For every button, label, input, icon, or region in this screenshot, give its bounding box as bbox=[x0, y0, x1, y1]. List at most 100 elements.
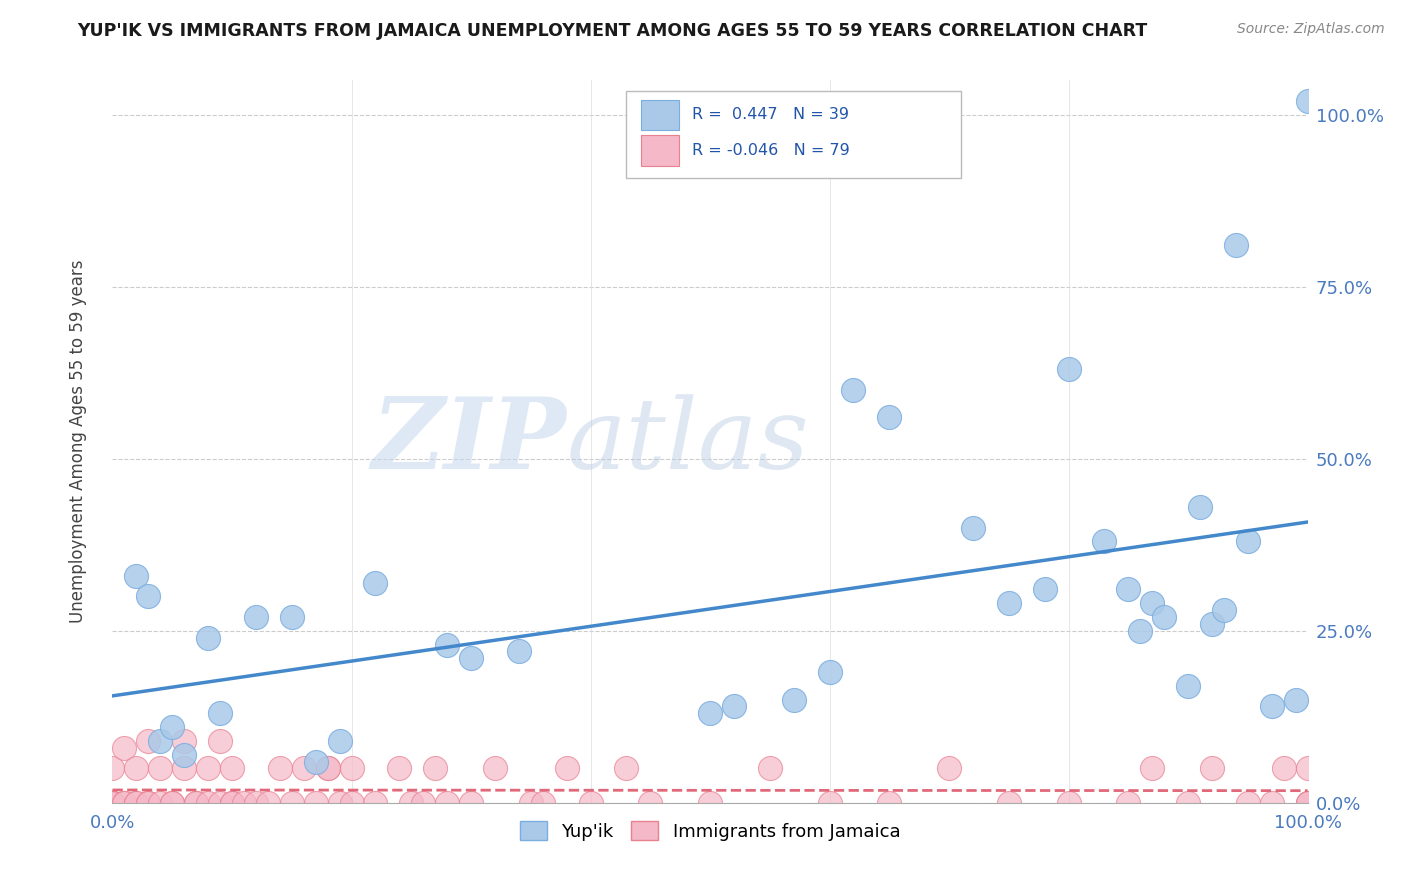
Text: YUP'IK VS IMMIGRANTS FROM JAMAICA UNEMPLOYMENT AMONG AGES 55 TO 59 YEARS CORRELA: YUP'IK VS IMMIGRANTS FROM JAMAICA UNEMPL… bbox=[77, 22, 1147, 40]
Bar bbox=[641, 136, 679, 166]
Point bbox=[138, 590, 160, 604]
Point bbox=[818, 665, 841, 679]
Point bbox=[329, 734, 352, 748]
Bar bbox=[641, 100, 679, 130]
Point bbox=[101, 796, 124, 810]
Point bbox=[125, 796, 148, 810]
Point bbox=[1261, 796, 1284, 810]
Point bbox=[329, 796, 352, 810]
Point bbox=[412, 796, 434, 810]
Point bbox=[1285, 692, 1308, 706]
Point bbox=[101, 796, 124, 810]
Point bbox=[1201, 616, 1223, 631]
Text: ZIP: ZIP bbox=[371, 393, 567, 490]
Point bbox=[162, 796, 183, 810]
Point bbox=[186, 796, 208, 810]
Point bbox=[1213, 603, 1236, 617]
Point bbox=[364, 796, 387, 810]
Point bbox=[101, 796, 124, 810]
Point bbox=[531, 796, 554, 810]
Point bbox=[197, 761, 219, 775]
Point bbox=[221, 761, 243, 775]
Text: atlas: atlas bbox=[567, 394, 810, 489]
Point bbox=[149, 761, 172, 775]
Point bbox=[340, 761, 363, 775]
Point bbox=[125, 796, 148, 810]
Point bbox=[114, 796, 135, 810]
Point bbox=[388, 761, 411, 775]
Point bbox=[1142, 596, 1164, 610]
Point bbox=[1153, 610, 1175, 624]
Point bbox=[101, 796, 124, 810]
Point bbox=[1057, 362, 1080, 376]
Point bbox=[1237, 796, 1260, 810]
Point bbox=[209, 706, 232, 721]
Point bbox=[257, 796, 280, 810]
Point bbox=[173, 761, 195, 775]
Y-axis label: Unemployment Among Ages 55 to 59 years: Unemployment Among Ages 55 to 59 years bbox=[69, 260, 87, 624]
Point bbox=[1189, 500, 1212, 514]
Point bbox=[1094, 534, 1116, 549]
Point bbox=[1296, 761, 1319, 775]
FancyBboxPatch shape bbox=[627, 91, 962, 178]
Point bbox=[1225, 238, 1247, 252]
Point bbox=[245, 610, 267, 624]
Point bbox=[782, 692, 804, 706]
Point bbox=[221, 796, 243, 810]
Point bbox=[269, 761, 291, 775]
Point bbox=[425, 761, 447, 775]
Point bbox=[998, 596, 1021, 610]
Point bbox=[114, 740, 135, 755]
Point bbox=[221, 796, 243, 810]
Point bbox=[1177, 796, 1199, 810]
Point bbox=[101, 796, 124, 810]
Point bbox=[138, 796, 160, 810]
Point bbox=[520, 796, 543, 810]
Point bbox=[149, 796, 172, 810]
Point bbox=[879, 410, 901, 425]
Point bbox=[1296, 796, 1319, 810]
Point bbox=[149, 734, 172, 748]
Point bbox=[842, 383, 865, 397]
Point bbox=[162, 720, 183, 734]
Point bbox=[1057, 796, 1080, 810]
Point bbox=[305, 796, 328, 810]
Point bbox=[197, 631, 219, 645]
Point bbox=[173, 747, 195, 762]
Point bbox=[245, 796, 267, 810]
Point bbox=[998, 796, 1021, 810]
Point bbox=[1118, 582, 1140, 597]
Point bbox=[138, 734, 160, 748]
Point bbox=[759, 761, 782, 775]
Point bbox=[484, 761, 506, 775]
Point bbox=[555, 761, 578, 775]
Point bbox=[281, 796, 304, 810]
Point bbox=[186, 796, 208, 810]
Point bbox=[101, 796, 124, 810]
Point bbox=[723, 699, 745, 714]
Point bbox=[1296, 94, 1319, 108]
Text: R = -0.046   N = 79: R = -0.046 N = 79 bbox=[692, 143, 849, 158]
Point bbox=[292, 761, 315, 775]
Point bbox=[114, 796, 135, 810]
Point bbox=[699, 796, 721, 810]
Point bbox=[233, 796, 256, 810]
Point bbox=[1118, 796, 1140, 810]
Point bbox=[879, 796, 901, 810]
Text: R =  0.447   N = 39: R = 0.447 N = 39 bbox=[692, 107, 849, 122]
Point bbox=[1201, 761, 1223, 775]
Point bbox=[818, 796, 841, 810]
Point bbox=[1142, 761, 1164, 775]
Point bbox=[125, 568, 148, 582]
Point bbox=[209, 796, 232, 810]
Point bbox=[364, 575, 387, 590]
Point bbox=[101, 761, 124, 775]
Point bbox=[508, 644, 530, 658]
Point bbox=[173, 734, 195, 748]
Point bbox=[101, 796, 124, 810]
Point bbox=[436, 796, 458, 810]
Point bbox=[401, 796, 423, 810]
Point bbox=[938, 761, 960, 775]
Point bbox=[1033, 582, 1056, 597]
Point bbox=[1296, 796, 1319, 810]
